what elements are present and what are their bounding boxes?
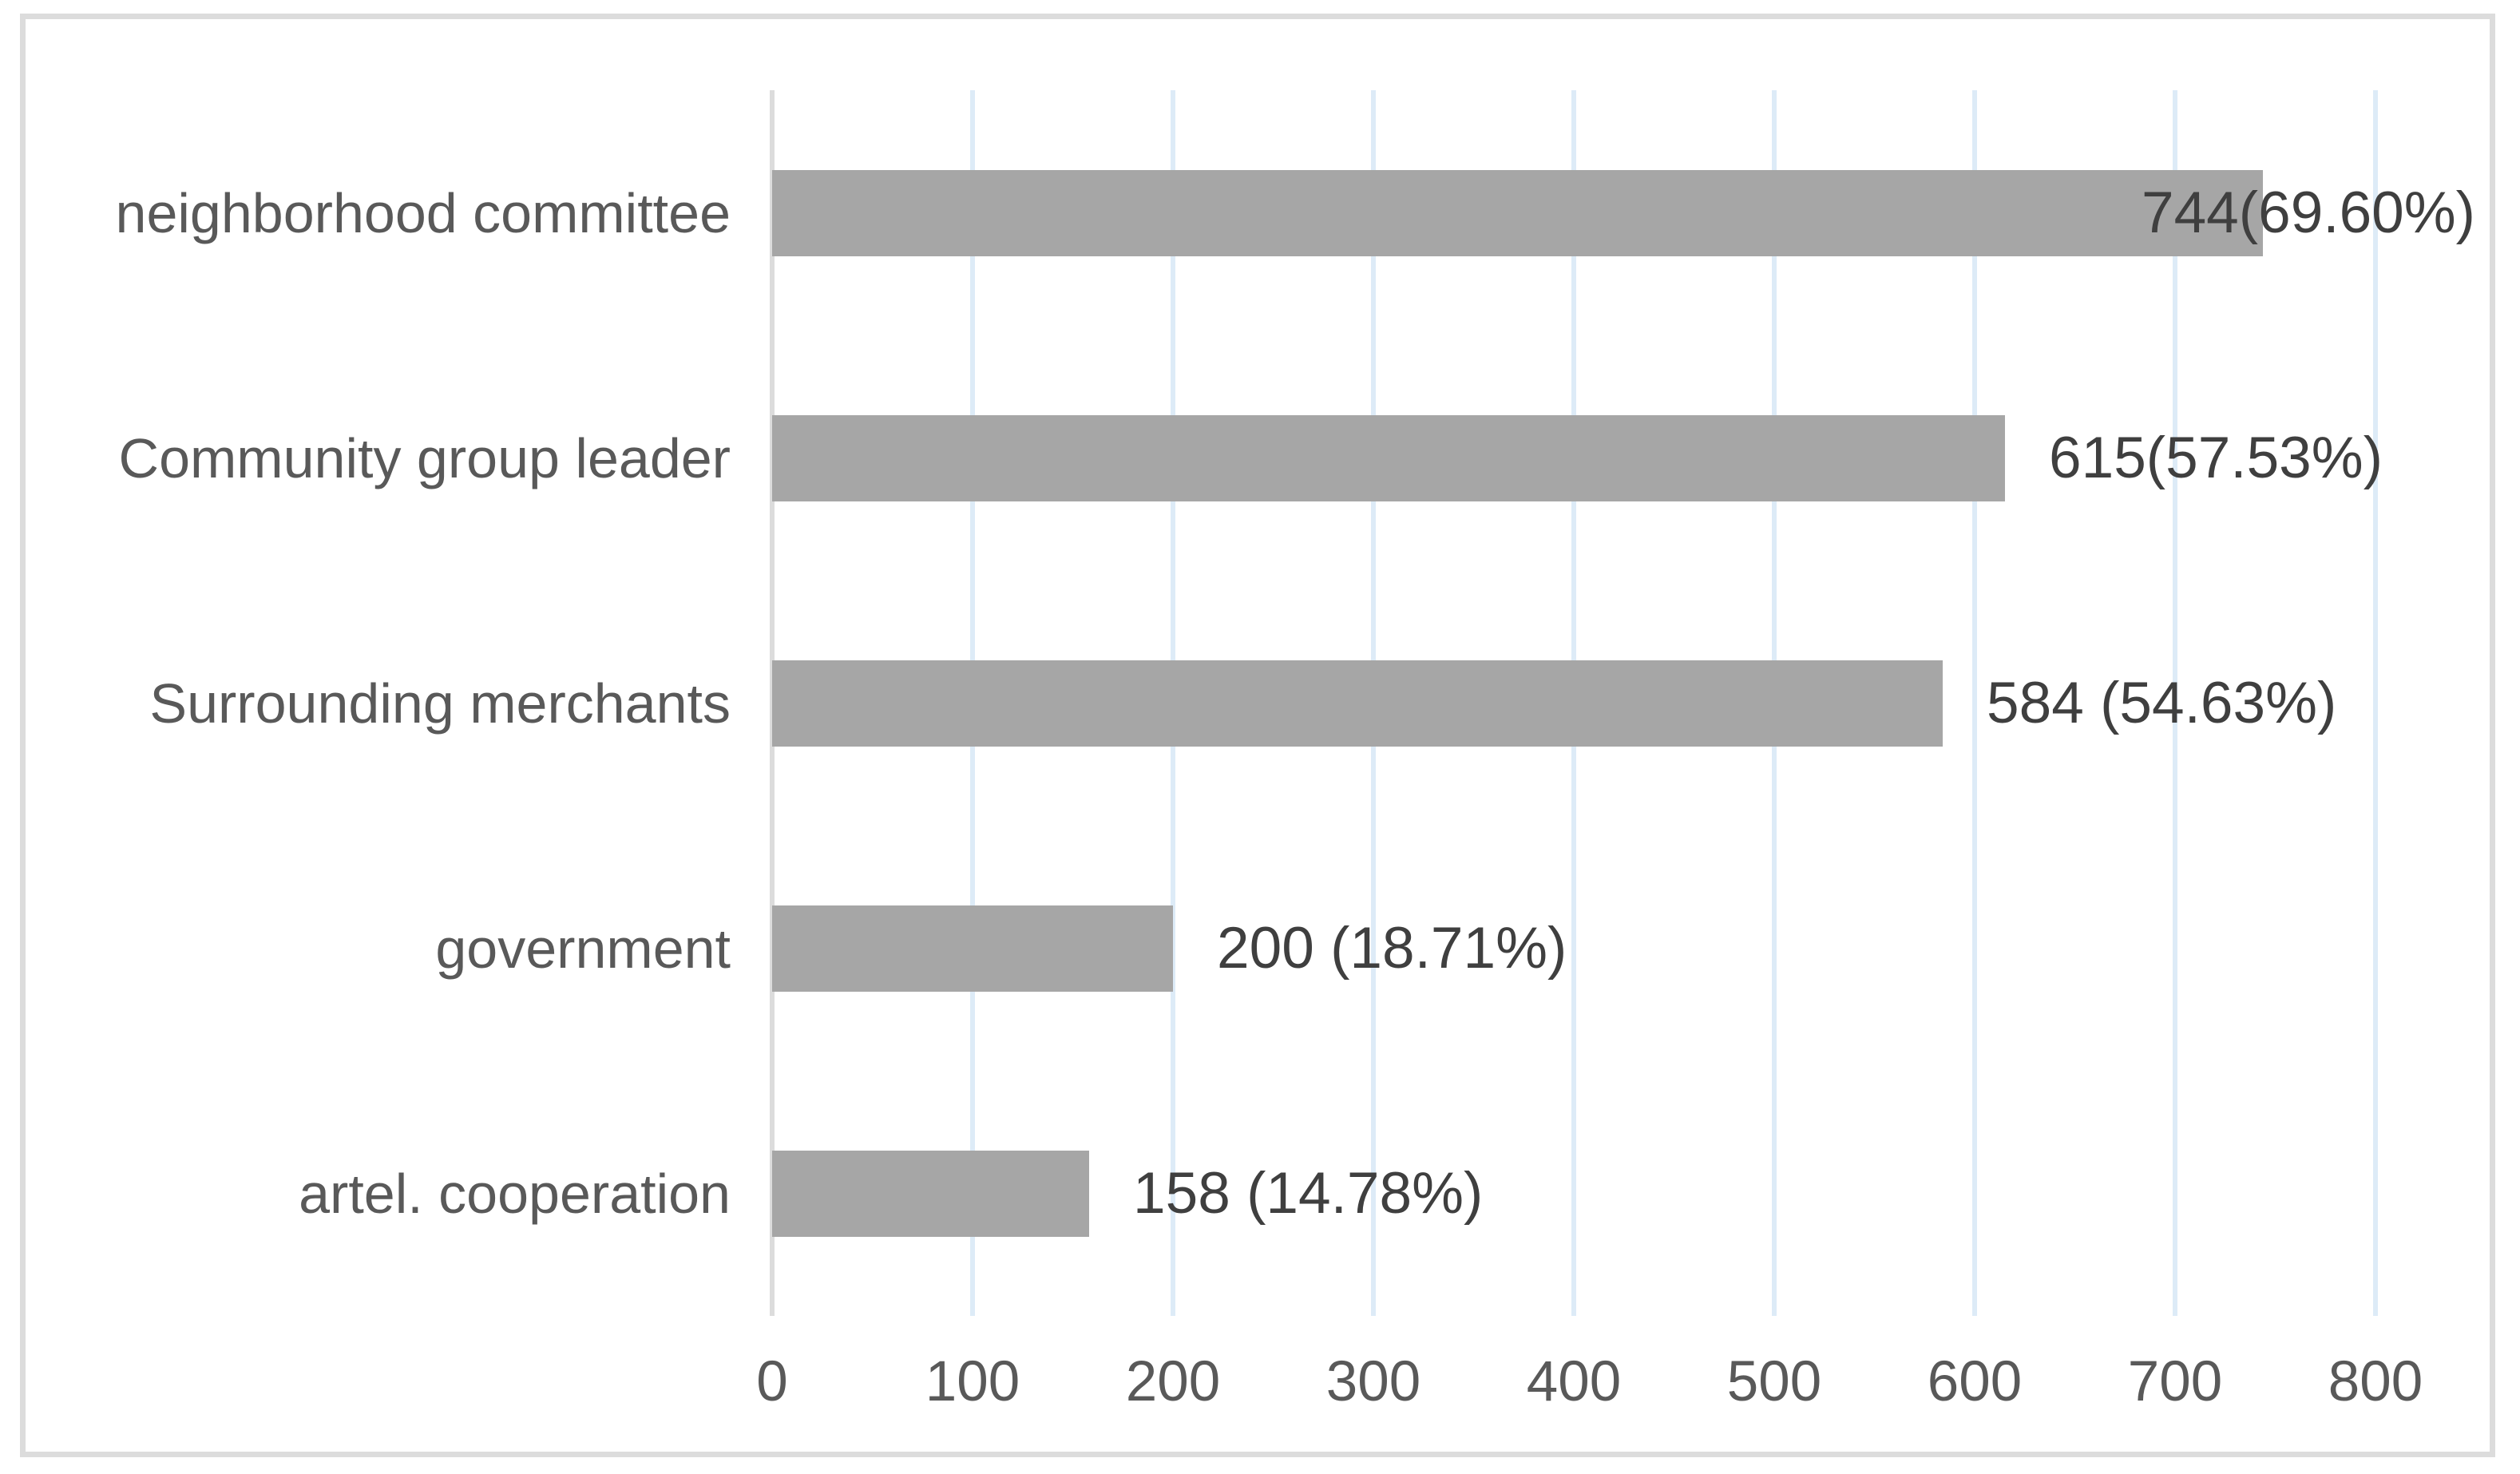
x-tick-label: 800 xyxy=(2328,1350,2423,1413)
gridline xyxy=(2373,90,2378,1316)
x-tick-label: 700 xyxy=(2127,1350,2223,1413)
x-tick-label: 400 xyxy=(1526,1350,1622,1413)
category-label: artel. cooperation xyxy=(299,1163,731,1225)
bar-value-label: 200 (18.71%) xyxy=(1217,916,1567,981)
category-label: government xyxy=(435,917,731,980)
bar-value-label: 744(69.60%) xyxy=(2141,180,2475,245)
x-tick-label: 200 xyxy=(1125,1350,1221,1413)
x-tick-label: 300 xyxy=(1325,1350,1421,1413)
bar xyxy=(772,1151,1089,1237)
bar-value-label: 158 (14.78%) xyxy=(1133,1161,1484,1226)
bar-value-label: 615(57.53%) xyxy=(2049,426,2383,490)
plot-area xyxy=(770,90,2479,1316)
bar xyxy=(772,905,1173,992)
category-label: Community group leader xyxy=(118,427,731,489)
bar-value-label: 584 (54.63%) xyxy=(1987,671,2337,735)
category-label: Surrounding merchants xyxy=(149,672,731,735)
x-tick-label: 0 xyxy=(756,1350,788,1413)
x-tick-label: 100 xyxy=(925,1350,1020,1413)
x-tick-label: 600 xyxy=(1927,1350,2023,1413)
bar xyxy=(772,660,1943,747)
gridline xyxy=(2173,90,2177,1316)
gridline xyxy=(1972,90,1977,1316)
category-label: neighborhood committee xyxy=(115,182,731,244)
bar xyxy=(772,170,2263,256)
bar xyxy=(772,415,2005,501)
x-tick-label: 500 xyxy=(1726,1350,1822,1413)
